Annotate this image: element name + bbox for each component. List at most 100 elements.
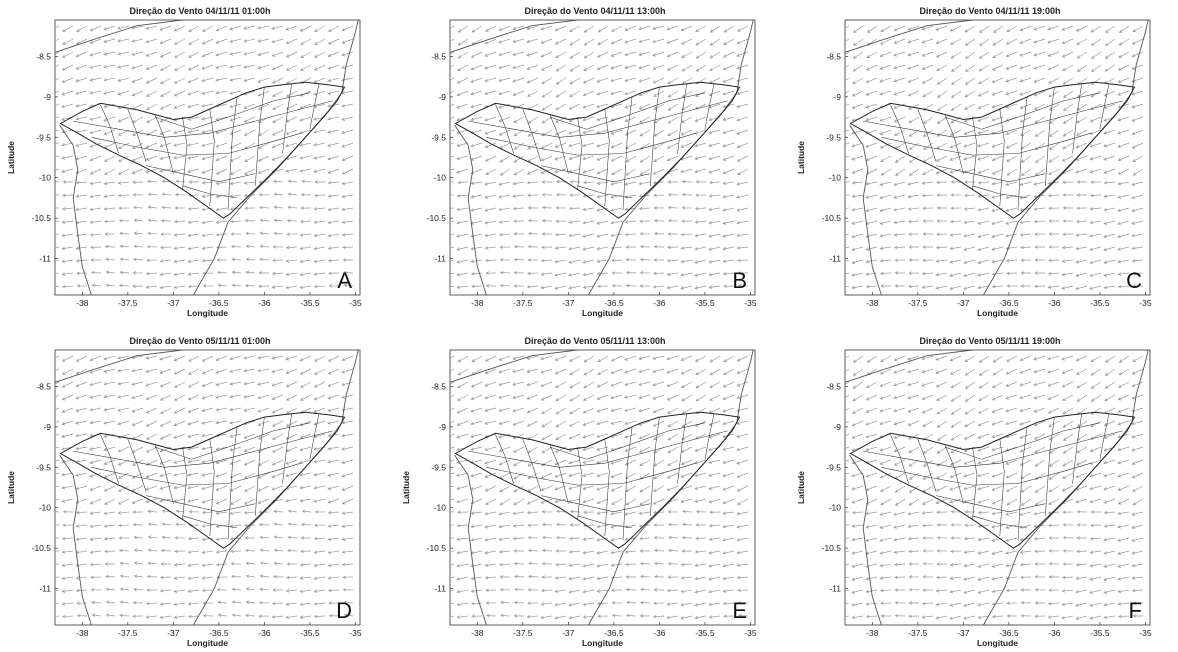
wind-arrow: [597, 368, 609, 375]
x-axis-label: Longitude: [977, 638, 1018, 648]
wind-arrow: [568, 206, 581, 211]
wind-arrow: [313, 550, 326, 554]
x-tick-label: -38: [76, 298, 89, 308]
wind-arrow: [708, 563, 721, 568]
wind-arrow: [880, 155, 892, 162]
wind-arrow: [271, 407, 284, 414]
wind-arrow: [1005, 129, 1018, 136]
wind-arrow: [610, 368, 623, 375]
wind-arrow: [907, 64, 920, 70]
wind-arrow: [485, 588, 497, 593]
municipal-boundary: [1017, 96, 1028, 211]
wind-arrow: [667, 510, 679, 514]
wind-arrow: [75, 446, 88, 451]
wind-arrow: [89, 562, 102, 567]
wind-arrow: [654, 561, 665, 566]
wind-arrow: [1117, 272, 1130, 276]
wind-arrow: [1076, 510, 1088, 514]
state-outline: [59, 81, 346, 219]
wind-arrow: [61, 563, 74, 568]
wind-arrow: [639, 536, 651, 541]
wind-arrow: [456, 168, 469, 174]
wind-arrow: [694, 142, 707, 148]
wind-arrow: [907, 181, 920, 186]
wind-arrow: [569, 407, 581, 415]
wind-arrow: [527, 231, 539, 236]
wind-arrow: [55, 459, 60, 462]
wind-arrow: [949, 129, 962, 136]
wind-arrow: [313, 155, 326, 160]
wind-arrow: [893, 220, 906, 225]
wind-arrow: [907, 433, 920, 440]
wind-arrow: [540, 38, 553, 44]
wind-arrow: [103, 219, 116, 224]
panel-letter: F: [1129, 598, 1142, 623]
wind-arrow: [936, 420, 948, 428]
wind-arrow: [215, 420, 228, 425]
wind-arrow: [201, 207, 214, 212]
wind-arrow: [215, 155, 228, 162]
wind-arrow: [866, 51, 878, 58]
wind-arrow: [1005, 588, 1018, 593]
wind-arrow: [935, 51, 948, 58]
wind-arrow: [314, 368, 326, 375]
wind-arrow: [582, 246, 595, 251]
wind-arrow: [1048, 232, 1060, 236]
wind-arrow: [341, 562, 354, 567]
wind-arrow: [457, 381, 469, 389]
wind-arrow: [879, 207, 892, 213]
wind-arrow: [582, 142, 595, 148]
wind-arrow: [880, 25, 892, 33]
wind-arrow: [132, 142, 144, 149]
wind-arrow: [343, 613, 354, 617]
wind-arrow: [1061, 38, 1074, 45]
wind-arrow: [963, 602, 976, 607]
wind-arrow: [694, 233, 707, 238]
wind-arrow: [950, 103, 962, 111]
y-axis-label: Latitude: [796, 471, 806, 504]
wind-arrow: [582, 259, 595, 264]
wind-arrow: [513, 498, 525, 506]
wind-arrow: [992, 381, 1004, 388]
wind-arrow: [301, 522, 312, 527]
wind-arrow: [893, 181, 906, 187]
wind-arrow: [273, 509, 284, 514]
wind-arrow: [286, 90, 298, 97]
wind-arrow: [1132, 485, 1144, 492]
wind-arrow: [187, 64, 200, 71]
wind-arrow: [709, 51, 721, 59]
wind-arrow: [1048, 485, 1060, 493]
wind-arrow: [1062, 420, 1074, 428]
wind-arrow: [922, 219, 933, 223]
wind-arrow: [639, 155, 651, 163]
wind-vector-field: [450, 25, 749, 290]
wind-arrow: [667, 561, 679, 566]
wind-arrow: [133, 587, 144, 592]
wind-arrow: [117, 446, 130, 453]
wind-arrow: [499, 283, 511, 288]
wind-arrow: [666, 381, 679, 388]
wind-arrow: [879, 381, 892, 388]
wind-arrow: [568, 272, 581, 277]
wind-arrow: [667, 205, 679, 210]
wind-arrow: [963, 142, 976, 148]
wind-arrow: [554, 272, 567, 277]
wind-arrow: [736, 537, 749, 542]
wind-arrow: [514, 587, 525, 592]
wind-arrow: [299, 446, 312, 452]
x-tick-label: -35.5: [300, 298, 320, 308]
state-outline: [849, 81, 1136, 219]
wind-arrow: [55, 220, 60, 222]
wind-arrow: [499, 245, 511, 249]
wind-arrow: [187, 420, 200, 426]
wind-arrow: [313, 420, 326, 426]
wind-arrow: [527, 244, 539, 249]
wind-arrow: [1103, 194, 1116, 199]
wind-arrow: [666, 588, 679, 593]
wind-arrow: [498, 446, 511, 452]
wind-arrow: [118, 142, 130, 149]
wind-arrow: [286, 77, 298, 84]
wind-arrow: [484, 90, 497, 96]
wind-arrow: [89, 355, 102, 362]
wind-arrow: [286, 407, 298, 414]
